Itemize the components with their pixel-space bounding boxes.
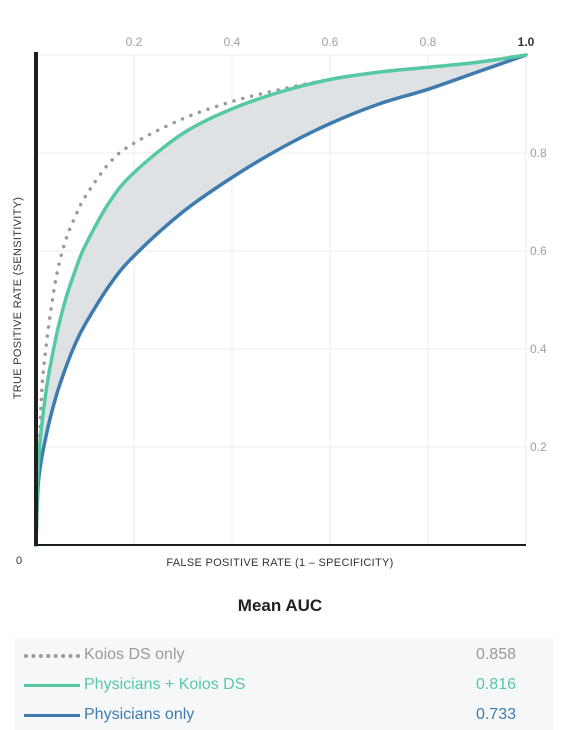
legend-row-physicians: Physicians only 0.733	[14, 700, 554, 730]
x-axis-label: FALSE POSITIVE RATE (1 – SPECIFICITY)	[166, 557, 393, 569]
y-tick-label: 0.6	[530, 244, 547, 258]
dotted-line-icon	[24, 654, 80, 658]
solid-line-icon	[24, 714, 80, 717]
series-layer	[34, 53, 528, 547]
legend-name: Physicians + Koios DS	[84, 676, 246, 693]
shaded-band	[36, 55, 526, 545]
legend-row-physicians-koios: Physicians + Koios DS 0.816	[14, 670, 554, 700]
x-tick-label: 1.0	[518, 35, 535, 49]
x-tick-label: 0.6	[322, 35, 339, 49]
legend-name: Koios DS only	[84, 646, 185, 663]
legend-row-koios: Koios DS only 0.858	[14, 640, 554, 670]
legend-value: 0.858	[475, 646, 516, 663]
solid-line-icon	[24, 684, 80, 687]
auc-legend: Koios DS only 0.858 Physicians + Koios D…	[14, 638, 554, 730]
legend-value: 0.733	[475, 706, 516, 723]
tick-labels: 0.2 0.4 0.6 0.8 1.0 0.2 0.4 0.6 0.8	[126, 35, 547, 454]
y-tick-label: 0.8	[530, 146, 547, 160]
y-tick-label: 0.4	[530, 342, 547, 356]
y-tick-label: 0.2	[530, 440, 547, 454]
y-axis-label: TRUE POSITIVE RATE (SENSITIVITY)	[12, 197, 24, 400]
x-tick-label: 0.8	[420, 35, 437, 49]
x-tick-label: 0.4	[224, 35, 241, 49]
series-line-physicians-only	[34, 53, 528, 547]
legend-value: 0.816	[475, 676, 516, 693]
x-tick-label: 0.2	[126, 35, 143, 49]
legend-name: Physicians only	[84, 706, 195, 723]
origin-label: 0	[16, 555, 22, 567]
series-line-physicians-koios-ds	[34, 53, 528, 547]
auc-title: Mean AUC	[237, 596, 323, 615]
roc-chart: 0.2 0.4 0.6 0.8 1.0 0.2 0.4 0.6 0.8 0 FALSE POSI…	[12, 35, 547, 569]
